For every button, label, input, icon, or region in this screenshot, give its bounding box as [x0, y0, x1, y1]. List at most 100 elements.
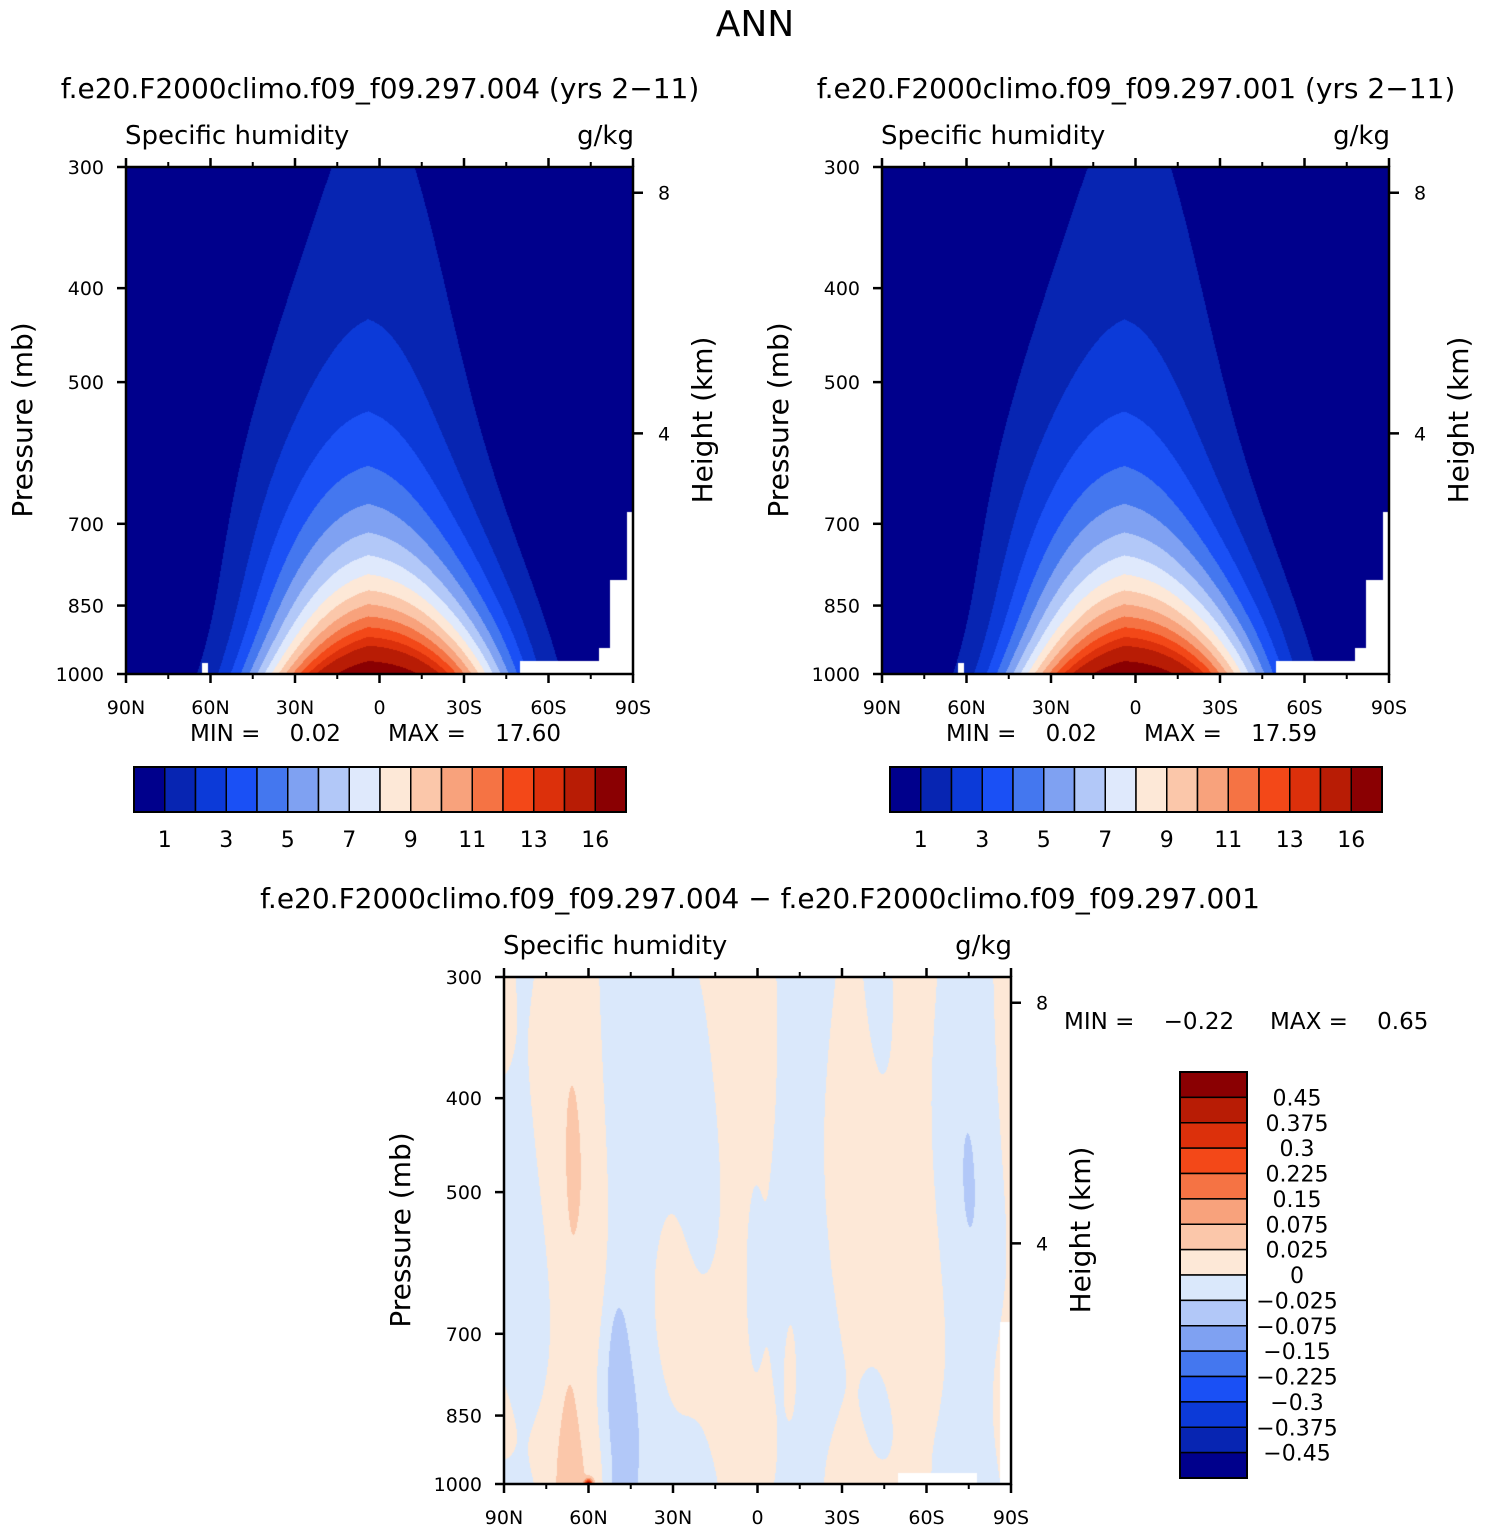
panel-3-ytick-label: 700 — [446, 1324, 482, 1346]
panel-1-ylabel: Pressure (mb) — [6, 322, 39, 517]
panel-2-colorbar-frame — [889, 766, 1383, 813]
panel-3-min: MIN = −0.22 — [1064, 1009, 1234, 1035]
panel-1-colorbar-swatch — [502, 766, 535, 813]
panel-1-y2tick-label: 8 — [658, 183, 670, 205]
difference-title: f.e20.F2000climo.f09_f09.297.004 − f.e20… — [260, 882, 1260, 915]
panel-2-field — [882, 167, 1389, 674]
panel-3-y2tick-label: 4 — [1036, 1233, 1048, 1255]
panel-2-colorbar-label: 13 — [1276, 828, 1304, 853]
panel-3-colorbar-label: 0.375 — [1266, 1112, 1329, 1137]
panel-3-colorbar-label: 0.075 — [1266, 1213, 1329, 1238]
panel-3-xtick-label: 60N — [569, 1507, 607, 1529]
panel-3-colorbar-swatch — [1179, 1401, 1248, 1428]
panel-2-units: g/kg — [1333, 121, 1390, 151]
panel-1-colorbar-swatch — [287, 766, 320, 813]
panel-1-ytick-label: 1000 — [56, 664, 104, 686]
panel-2-colorbar-swatch — [1166, 766, 1199, 813]
panel-3-colorbar-swatch — [1179, 1451, 1248, 1479]
panel-1-min: MIN = 0.02 — [190, 721, 341, 747]
panel-3-colorbar-swatch — [1179, 1248, 1248, 1276]
panel-2-y2label: Height (km) — [1442, 337, 1475, 504]
panel-2-colorbar-swatch — [1012, 766, 1045, 813]
panel-1-colorbar-label: 7 — [342, 828, 356, 853]
panel-2: f.e20.F2000climo.f09_f09.297.001 (yrs 2−… — [762, 72, 1475, 853]
panel-3-ytick-label: 300 — [446, 967, 482, 989]
panel-3-colorbar-swatch — [1179, 1325, 1248, 1352]
panel-3-xtick-label: 60S — [908, 1507, 944, 1529]
panel-1-title: f.e20.F2000climo.f09_f09.297.004 (yrs 2−… — [61, 72, 700, 105]
panel-1-colorbar-swatch — [225, 766, 258, 813]
panel-1-colorbar-label: 11 — [458, 828, 486, 853]
panel-1-colorbar-swatch — [594, 766, 627, 813]
panel-3-xtick-label: 30S — [824, 1507, 860, 1529]
panel-3-y2tick-label: 8 — [1036, 993, 1048, 1015]
panel-3-ytick-label: 1000 — [434, 1474, 482, 1496]
panel-3-colorbar-frame — [1179, 1071, 1248, 1479]
panel-2-xtick-label: 90S — [1371, 697, 1407, 719]
panel-1-colorbar-label: 9 — [404, 828, 418, 853]
panel-3-xtick-label: 0 — [751, 1507, 763, 1529]
panel-2-y2tick-label: 8 — [1414, 183, 1426, 205]
panel-1-colorbar-swatch — [410, 766, 443, 813]
panel-1-colorbar-label: 13 — [520, 828, 548, 853]
panel-1-colorbar: 1 3 5 7 9 11 13 16 — [133, 766, 627, 853]
panel-1-colorbar-swatch — [194, 766, 227, 813]
panel-3-colorbar-swatch — [1179, 1223, 1248, 1251]
panel-2-colorbar-swatch — [1196, 766, 1229, 813]
panel-3-max: MAX = 0.65 — [1270, 1009, 1428, 1035]
panel-1-ytick-label: 700 — [68, 514, 104, 536]
panel-2-colorbar-label: 16 — [1337, 828, 1365, 853]
panel-3-colorbar: 0.450.3750.30.2250.150.0750.0250−0.025−0… — [1179, 1071, 1338, 1479]
panel-3-colorbar-swatch — [1179, 1375, 1248, 1403]
panel-3-ytick-label: 400 — [446, 1088, 482, 1110]
panel-1-colorbar-swatch — [317, 766, 350, 813]
panel-1-colorbar-swatch — [133, 766, 166, 813]
panel-2-colorbar-swatch — [981, 766, 1014, 813]
panel-1-field — [126, 167, 633, 674]
panel-2-colorbar-swatch — [1043, 766, 1076, 813]
panel-1-colorbar-swatch — [563, 766, 596, 813]
panel-3-colorbar-label: −0.45 — [1263, 1442, 1330, 1467]
panel-1-ytick-label: 300 — [68, 157, 104, 179]
panel-3-colorbar-label: 0.45 — [1273, 1086, 1322, 1111]
panel-2-colorbar-label: 11 — [1214, 828, 1242, 853]
panel-3-colorbar-swatch — [1179, 1274, 1248, 1302]
panel-2-xtick-label: 30N — [1032, 697, 1070, 719]
panel-1-units: g/kg — [577, 121, 634, 151]
panel-2-colorbar-swatch — [1135, 766, 1168, 813]
panel-2-colorbar-swatch — [950, 766, 983, 813]
panel-2-ylabel: Pressure (mb) — [762, 322, 795, 517]
panel-1-xtick-label: 90N — [107, 697, 145, 719]
panel-2-ytick-label: 700 — [824, 514, 860, 536]
panel-3-colorbar-label: 0.15 — [1273, 1188, 1322, 1213]
panel-1-colorbar-frame — [133, 766, 627, 813]
panel-1-colorbar-label: 5 — [281, 828, 295, 853]
panel-1-colorbar-swatch — [440, 766, 473, 813]
panel-1-xtick-label: 30S — [446, 697, 482, 719]
panel-1-xtick-label: 30N — [276, 697, 314, 719]
panel-1-colorbar-swatch — [471, 766, 504, 813]
panel-2-min: MIN = 0.02 — [946, 721, 1097, 747]
panel-2-colorbar-swatch — [1350, 766, 1383, 813]
panel-1-xtick-label: 90S — [615, 697, 651, 719]
panel-3-xtick-label: 90S — [993, 1507, 1029, 1529]
panel-2-colorbar-swatch — [1258, 766, 1291, 813]
panel-2-colorbar-label: 7 — [1098, 828, 1112, 853]
panel-3-colorbar-label: −0.3 — [1270, 1391, 1323, 1416]
panel-2-xtick-label: 30S — [1202, 697, 1238, 719]
panel-3-units: g/kg — [955, 931, 1012, 961]
panel-1-colorbar-label: 16 — [581, 828, 609, 853]
panel-2-ytick-label: 850 — [824, 596, 860, 618]
panel-2-colorbar-label: 3 — [975, 828, 989, 853]
panel-3-colorbar-label: −0.225 — [1256, 1366, 1337, 1391]
panel-1-variable: Specific humidity — [125, 121, 349, 151]
panel-1-max: MAX = 17.60 — [388, 721, 561, 747]
panel-2-colorbar-swatch — [1227, 766, 1260, 813]
panel-3-colorbar-swatch — [1179, 1350, 1248, 1378]
panel-3-ylabel: Pressure (mb) — [384, 1132, 417, 1327]
panel-1-colorbar-swatch — [256, 766, 289, 813]
panel-1-ytick-label: 400 — [68, 278, 104, 300]
panel-1-colorbar-swatch — [533, 766, 566, 813]
panel-2-ytick-label: 500 — [824, 372, 860, 394]
